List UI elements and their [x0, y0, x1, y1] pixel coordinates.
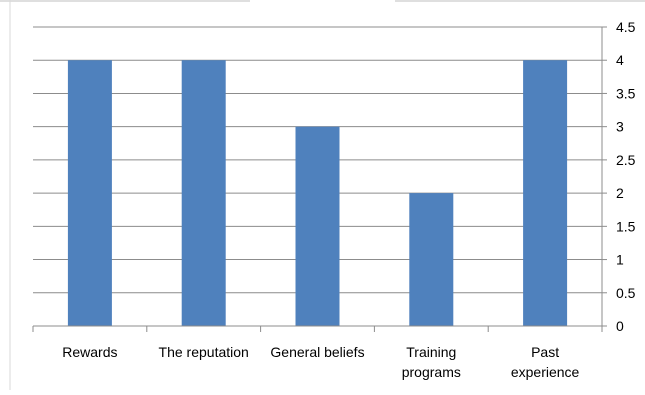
x-tick-labels: Rewards The reputation General beliefs Trai… — [62, 344, 579, 380]
x-tick-label: experience — [511, 364, 580, 380]
y-tick-label: 4 — [616, 52, 624, 68]
y-tick-labels: 0 0.5 1 1.5 2 2.5 3 3.5 4 4.5 — [616, 19, 636, 334]
bar — [523, 60, 568, 326]
y-tick-label: 0.5 — [616, 285, 636, 301]
bars — [67, 60, 568, 327]
bar — [67, 60, 112, 326]
x-tick-label: General beliefs — [270, 344, 364, 360]
x-tick-label: programs — [402, 364, 461, 380]
x-tick-label: The reputation — [159, 344, 249, 360]
bar — [409, 193, 454, 326]
x-tick-label: Training — [406, 344, 456, 360]
y-tick-label: 2.5 — [616, 152, 636, 168]
y-tick-label: 3 — [616, 119, 624, 135]
y-tick-label: 1 — [616, 252, 624, 268]
axes — [32, 26, 607, 332]
y-tick-label: 2 — [616, 185, 624, 201]
y-tick-label: 0 — [616, 318, 624, 334]
y-tick-label: 1.5 — [616, 218, 636, 234]
x-tick-label: Past — [531, 344, 559, 360]
y-tick-label: 3.5 — [616, 85, 636, 101]
y-tick-label: 4.5 — [616, 19, 636, 35]
bar — [181, 60, 226, 326]
bar — [295, 126, 340, 327]
x-tick-label: Rewards — [62, 344, 117, 360]
